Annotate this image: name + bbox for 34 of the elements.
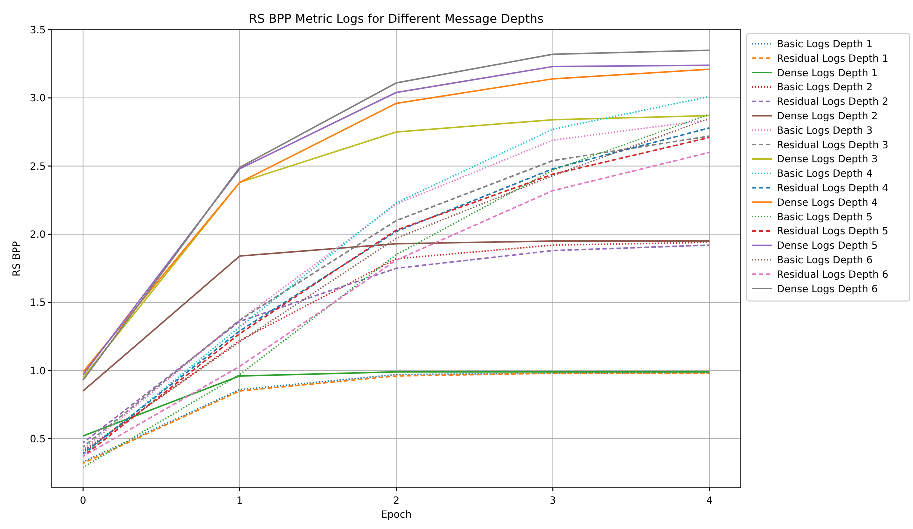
chart-title: RS BPP Metric Logs for Different Message Depths (249, 12, 544, 26)
legend-label: Residual Logs Depth 5 (777, 226, 889, 238)
legend-label: Residual Logs Depth 4 (777, 184, 889, 194)
y-tick-label: 2.5 (30, 162, 46, 173)
legend-label: Basic Logs Depth 3 (777, 126, 873, 137)
y-tick-label: 1.0 (30, 366, 46, 378)
legend-label: Dense Logs Depth 4 (777, 198, 878, 209)
legend-label: Dense Logs Depth 5 (777, 241, 878, 252)
legend-label: Basic Logs Depth 1 (777, 40, 873, 50)
legend-label: Basic Logs Depth 6 (777, 256, 873, 266)
y-tick-label: 3.0 (30, 94, 46, 105)
line-series (82, 115, 710, 378)
legend-label: Residual Logs Depth 1 (777, 54, 889, 65)
legend-label: Dense Logs Depth 6 (777, 284, 878, 296)
legend-label: Basic Logs Depth 2 (777, 82, 873, 94)
x-axis-title: Epoch (381, 510, 412, 521)
legend-label: Basic Logs Depth 5 (777, 212, 873, 224)
legend-label: Dense Logs Depth 3 (777, 154, 878, 166)
y-tick-label: 2.0 (30, 230, 46, 241)
x-tick-label: 1 (236, 496, 244, 507)
legend-label: Dense Logs Depth 1 (777, 68, 878, 80)
legend-label: Residual Logs Depth 3 (777, 140, 889, 152)
y-tick-label: 3.5 (30, 26, 46, 36)
y-tick-label: 1.5 (30, 298, 46, 310)
x-tick-label: 3 (550, 496, 556, 507)
x-tick-label: 2 (393, 496, 400, 507)
legend-label: Basic Logs Depth 4 (777, 169, 873, 180)
legend-label: Dense Logs Depth 2 (777, 112, 878, 122)
legend-label: Residual Logs Depth 2 (777, 97, 889, 108)
y-axis-title: RS BPP (12, 241, 23, 277)
y-tick-label: 0.5 (30, 434, 46, 446)
x-tick-label: 0 (80, 496, 87, 507)
x-tick-label: 4 (706, 496, 713, 507)
legend-label: Residual Logs Depth 6 (777, 270, 889, 281)
